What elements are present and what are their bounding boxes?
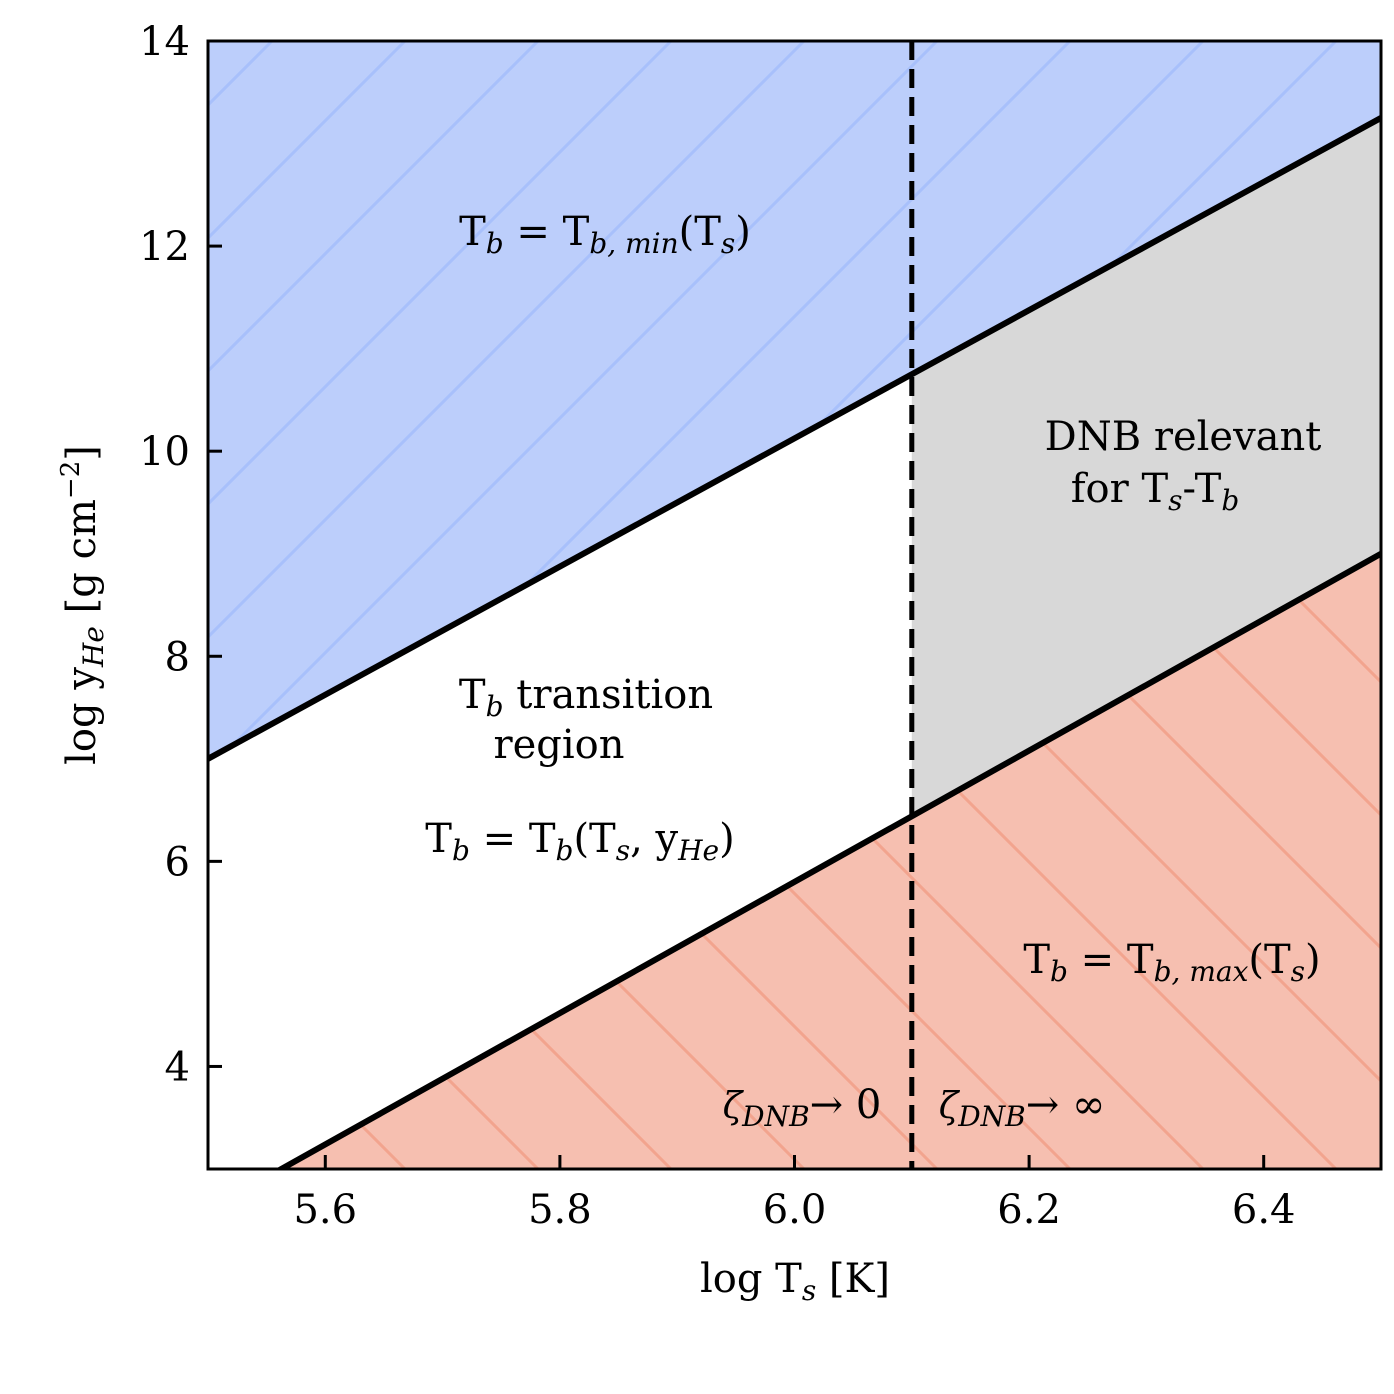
y-tick-label: 4 [165,1044,190,1090]
x-tick-label: 6.4 [1232,1187,1296,1233]
upper-hatch-line [208,41,540,759]
lower-boundary-line [275,551,1381,1169]
transition-label-line1: Tb transition [459,672,713,723]
x-tick-label: 6.2 [997,1187,1061,1233]
y-axis-ticks: 4 6 8 10 12 14 [139,19,222,1090]
x-tick-label: 5.8 [528,1187,592,1233]
y-axis-label: log yHe [g cm−2] [56,445,110,765]
upper-hatch-line [208,41,939,759]
upper-region [208,41,1381,759]
x-axis-label: log Ts [K] [700,1256,890,1307]
zeta-right-label: ζDNB→ ∞ [939,1082,1106,1133]
upper-boundary-line [208,115,1381,762]
upper-hatch-line [208,41,673,759]
dnb-relevant-label-line2: for Ts-Tb [1071,466,1240,517]
transition-formula: Tb = Tb(Ts, yHe) [425,816,735,867]
y-tick-label: 12 [139,224,190,270]
zeta-left-label: ζDNB→ 0 [723,1082,882,1133]
y-tick-label: 10 [139,429,190,475]
y-tick-label: 6 [165,839,190,885]
lower-hatch-line [0,41,6,1169]
lower-region-label: Tb = Tb, max(Ts) [1023,937,1320,988]
y-tick-label: 14 [139,19,190,65]
x-tick-label: 6.0 [763,1187,827,1233]
dnb-relevant-label-line1: DNB relevant [1045,414,1322,460]
x-tick-label: 5.6 [293,1187,357,1233]
upper-hatch-line [208,41,407,759]
y-tick-label: 8 [165,634,190,680]
transition-label-line2: region [493,722,624,768]
dnb-relevant-region [911,117,1381,817]
x-axis-ticks: 5.6 5.8 6.0 6.2 6.4 [293,1155,1296,1233]
upper-region-label: Tb = Tb, min(Ts) [459,209,751,260]
upper-hatch-line [0,41,6,1169]
upper-hatch-line [208,41,806,759]
lower-hatch-line [738,553,1381,1169]
